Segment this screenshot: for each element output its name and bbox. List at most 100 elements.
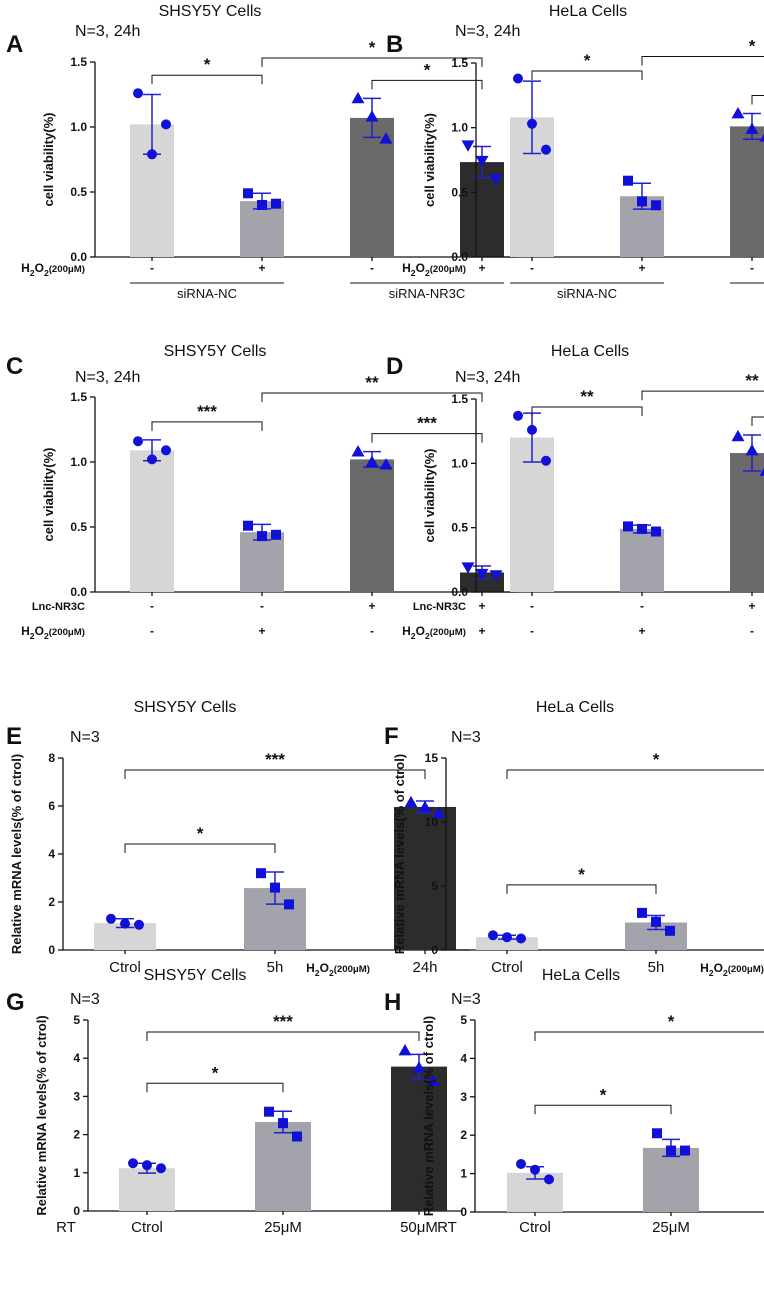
data-point xyxy=(147,454,157,465)
row-sign: - xyxy=(530,624,534,638)
data-point xyxy=(759,133,764,142)
row-label: H2O2(200μM) xyxy=(402,624,466,641)
row-sign: + xyxy=(478,599,485,613)
data-point xyxy=(666,1145,676,1156)
y-tick-label: 1 xyxy=(460,1167,467,1181)
y-axis-label: cell viability(%) xyxy=(41,113,56,207)
y-axis-label: cell viability(%) xyxy=(41,448,56,542)
panel-letter: H xyxy=(384,989,401,1016)
group-label: siRNA-NC xyxy=(177,286,237,301)
data-point xyxy=(461,562,475,574)
significance-label: * xyxy=(584,51,591,70)
x-extra-label: H2O2(200μM) xyxy=(306,961,370,978)
data-point xyxy=(489,570,503,582)
y-tick-label: 5 xyxy=(73,1013,80,1027)
y-tick-label: 3 xyxy=(460,1090,467,1104)
significance-label: ** xyxy=(580,387,594,406)
data-point xyxy=(637,523,647,534)
significance-label: * xyxy=(197,824,204,843)
significance-label: * xyxy=(578,865,585,884)
data-point xyxy=(426,1074,440,1086)
data-point xyxy=(513,410,523,421)
row-sign: + xyxy=(638,624,645,638)
data-point xyxy=(404,795,418,808)
row-sign: + xyxy=(368,599,375,613)
y-tick-label: 2 xyxy=(460,1128,467,1142)
y-tick-label: 1.0 xyxy=(70,120,87,134)
y-tick-label: 1.0 xyxy=(70,455,87,469)
bar xyxy=(460,572,504,592)
bar xyxy=(730,126,764,257)
panel-letter: D xyxy=(386,353,403,380)
y-tick-label: 5 xyxy=(460,1013,467,1027)
x-category-label: 25μM xyxy=(264,1219,302,1236)
data-point xyxy=(665,925,675,936)
y-tick-label: 0 xyxy=(73,1204,80,1218)
data-point xyxy=(133,436,143,447)
data-point xyxy=(544,1174,554,1185)
data-point xyxy=(475,568,489,581)
data-point xyxy=(134,919,144,930)
bar xyxy=(130,450,174,592)
y-tick-label: 0 xyxy=(48,943,55,957)
row-sign: - xyxy=(640,599,644,613)
panel-e: E SHSY5Y Cells N=3 Relative mRNA levels(% o… xyxy=(6,699,470,978)
significance-label: * xyxy=(424,60,431,79)
x-category-label: Ctrol xyxy=(109,959,141,976)
data-point xyxy=(243,520,253,531)
data-point xyxy=(284,899,294,910)
data-point xyxy=(530,1164,540,1175)
panel-letter: B xyxy=(386,31,403,58)
row-sign: + xyxy=(478,624,485,638)
n-label: N=3, 24h xyxy=(75,23,140,40)
significance-bracket xyxy=(371,79,483,90)
significance-bracket xyxy=(531,70,643,80)
significance-bracket xyxy=(151,421,263,431)
y-tick-label: 4 xyxy=(48,847,55,861)
significance-label: ** xyxy=(365,373,379,392)
data-point xyxy=(156,1163,166,1174)
row-label: H2O2(200μM) xyxy=(21,624,85,641)
data-point xyxy=(637,907,647,918)
data-point xyxy=(475,155,489,168)
y-tick-label: 2 xyxy=(73,1128,80,1142)
panel-letter: F xyxy=(384,723,399,750)
data-point xyxy=(292,1131,302,1142)
data-point xyxy=(257,200,267,210)
y-axis-label: Relative mRNA levels(% of ctrol) xyxy=(9,754,24,954)
y-tick-label: 3 xyxy=(73,1089,80,1103)
significance-label: *** xyxy=(417,414,437,433)
y-tick-label: 0.0 xyxy=(451,585,468,599)
data-point xyxy=(161,445,171,456)
data-point xyxy=(759,468,764,476)
row-label: Lnc-NR3C xyxy=(32,601,85,613)
row-sign: - xyxy=(370,261,374,275)
bar xyxy=(620,528,664,592)
y-axis-label: cell viability(%) xyxy=(422,449,437,543)
n-label: N=3 xyxy=(70,729,100,746)
y-tick-label: 1.5 xyxy=(451,392,468,406)
y-tick-label: 0 xyxy=(431,943,438,957)
bar xyxy=(255,1121,311,1211)
y-tick-label: 1 xyxy=(73,1166,80,1180)
data-point xyxy=(147,149,157,160)
data-point xyxy=(516,1159,526,1169)
y-tick-label: 2 xyxy=(48,895,55,909)
y-tick-label: 0.5 xyxy=(451,185,468,199)
row-sign: - xyxy=(150,261,154,275)
panel-h: H HeLa Cells N=3 Relative mRNA levels(% of … xyxy=(384,967,764,1236)
significance-label: * xyxy=(600,1085,607,1104)
data-point xyxy=(142,1160,152,1171)
data-point xyxy=(270,882,280,893)
row-sign: + xyxy=(258,624,265,638)
chart-title: HeLa Cells xyxy=(549,3,627,20)
x-prefix-label: RT xyxy=(437,1219,457,1236)
x-category-label: Ctrol xyxy=(131,1219,163,1236)
data-point xyxy=(351,91,365,104)
data-point xyxy=(412,1061,426,1073)
data-point xyxy=(271,529,281,540)
row-label: H2O2(200μM) xyxy=(21,261,85,278)
data-point xyxy=(541,455,551,466)
significance-label: * xyxy=(212,1063,219,1082)
